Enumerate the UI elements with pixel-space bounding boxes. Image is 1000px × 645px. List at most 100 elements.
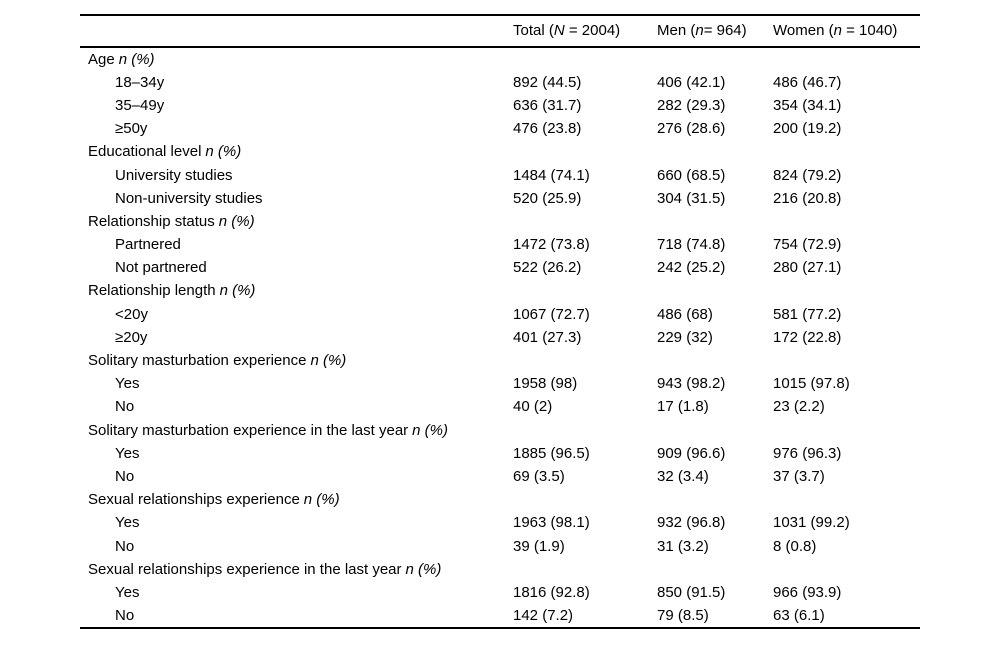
cell-total: 1958 (98) [513,375,578,393]
cell-total: 69 (3.5) [513,467,565,485]
table-section-row: Solitary masturbation experience in the … [80,419,920,442]
cell-total: 39 (1.9) [513,537,565,555]
row-label: No [115,607,135,625]
row-label: Not partnered [115,259,207,277]
section-label: Solitary masturbation experience n (%) [80,353,513,368]
section-label: Age n (%) [80,52,513,67]
header-men-pre: Men ( [657,22,696,39]
section-label: Sexual relationships experience in the l… [80,562,513,577]
section-label: Solitary masturbation experience in the … [80,423,513,438]
cell-men: 718 (74.8) [657,236,726,254]
cell-men: 31 (3.2) [657,537,709,555]
row-label: Yes [115,583,140,601]
cell-women: 966 (93.9) [773,583,842,601]
table-top-rule [80,14,920,16]
cell-men: 909 (96.6) [657,444,726,462]
table-row: Non-university studies 520 (25.9) 304 (3… [80,187,920,210]
table-row: ≥50y 476 (23.8) 276 (28.6) 200 (19.2) [80,117,920,140]
table-row: No 69 (3.5) 32 (3.4) 37 (3.7) [80,465,920,488]
cell-men: 406 (42.1) [657,73,726,91]
cell-men: 932 (96.8) [657,514,726,532]
table-header-rule [80,45,920,48]
row-label: No [115,467,135,485]
table-section-row: Relationship length n (%) [80,279,920,302]
section-label: Sexual relationships experience n (%) [80,492,513,507]
table-row: <20y 1067 (72.7) 486 (68) 581 (77.2) [80,303,920,326]
table-section-row: Solitary masturbation experience n (%) [80,349,920,372]
cell-total: 1472 (73.8) [513,236,590,254]
header-total-pre: Total ( [513,22,554,39]
table-row: No 39 (1.9) 31 (3.2) 8 (0.8) [80,534,920,557]
section-stat-marker: n (%) [303,491,340,509]
row-label: University studies [115,166,233,184]
cell-women: 280 (27.1) [773,259,842,277]
table-row: Yes 1885 (96.5) 909 (96.6) 976 (96.3) [80,442,920,465]
table-section-row: Sexual relationships experience n (%) [80,488,920,511]
row-label: Partnered [115,236,181,254]
section-label-text: Relationship length [88,282,216,300]
cell-women: 1031 (99.2) [773,514,850,532]
cell-men: 229 (32) [657,328,713,346]
header-women-pre: Women ( [773,22,834,39]
row-label: Yes [115,375,140,393]
cell-women: 486 (46.7) [773,73,842,91]
section-stat-marker: n (%) [219,282,256,300]
section-label-text: Solitary masturbation experience [88,352,307,370]
cell-women: 23 (2.2) [773,398,825,416]
cell-women: 200 (19.2) [773,120,842,138]
cell-men: 79 (8.5) [657,607,709,625]
cell-total: 636 (31.7) [513,96,582,114]
section-label-text: Relationship status [88,212,215,230]
table-section-row: Educational level n (%) [80,140,920,163]
table-row: Not partnered 522 (26.2) 242 (25.2) 280 … [80,256,920,279]
row-label: <20y [115,305,148,323]
table-row: 18–34y 892 (44.5) 406 (42.1) 486 (46.7) [80,71,920,94]
section-label-text: Solitary masturbation experience in the … [88,421,409,439]
cell-men: 242 (25.2) [657,259,726,277]
section-label-text: Sexual relationships experience [88,491,300,509]
cell-women: 8 (0.8) [773,537,817,555]
cell-men: 282 (29.3) [657,96,726,114]
row-label: Yes [115,444,140,462]
cell-total: 1816 (92.8) [513,583,590,601]
section-stat-marker: n (%) [310,352,347,370]
row-label: 18–34y [115,73,165,91]
cell-total: 142 (7.2) [513,607,574,625]
cell-total: 892 (44.5) [513,73,582,91]
header-total-var: N [553,22,565,39]
table-row: Yes 1963 (98.1) 932 (96.8) 1031 (99.2) [80,511,920,534]
cell-women: 581 (77.2) [773,305,842,323]
row-label: No [115,398,135,416]
table-row: Yes 1816 (92.8) 850 (91.5) 966 (93.9) [80,581,920,604]
section-stat-marker: n (%) [405,560,442,578]
section-stat-marker: n (%) [218,212,255,230]
table-row: No 142 (7.2) 79 (8.5) 63 (6.1) [80,604,920,627]
cell-women: 976 (96.3) [773,444,842,462]
cell-men: 943 (98.2) [657,375,726,393]
cell-total: 40 (2) [513,398,553,416]
section-stat-marker: n (%) [205,143,242,161]
row-label: No [115,537,135,555]
table-section-row: Age n (%) [80,48,920,71]
section-label: Relationship length n (%) [80,283,513,298]
cell-women: 354 (34.1) [773,96,842,114]
table-row: ≥20y 401 (27.3) 229 (32) 172 (22.8) [80,326,920,349]
cell-total: 1885 (96.5) [513,444,590,462]
row-label: ≥50y [115,120,148,138]
cell-total: 1484 (74.1) [513,166,590,184]
row-label: Non-university studies [115,189,263,207]
cell-women: 37 (3.7) [773,467,825,485]
section-label-text: Sexual relationships experience in the l… [88,560,402,578]
header-total-column: Total (N = 2004) [513,23,657,38]
table-bottom-rule [80,627,920,630]
table-row: Partnered 1472 (73.8) 718 (74.8) 754 (72… [80,233,920,256]
cell-men: 486 (68) [657,305,713,323]
cell-men: 660 (68.5) [657,166,726,184]
header-men-post: = 964) [703,22,747,39]
header-women-column: Women (n = 1040) [773,23,920,38]
row-label: 35–49y [115,96,165,114]
table-section-row: Relationship status n (%) [80,210,920,233]
table-row: Yes 1958 (98) 943 (98.2) 1015 (97.8) [80,372,920,395]
cell-total: 1963 (98.1) [513,514,590,532]
section-label: Relationship status n (%) [80,214,513,229]
